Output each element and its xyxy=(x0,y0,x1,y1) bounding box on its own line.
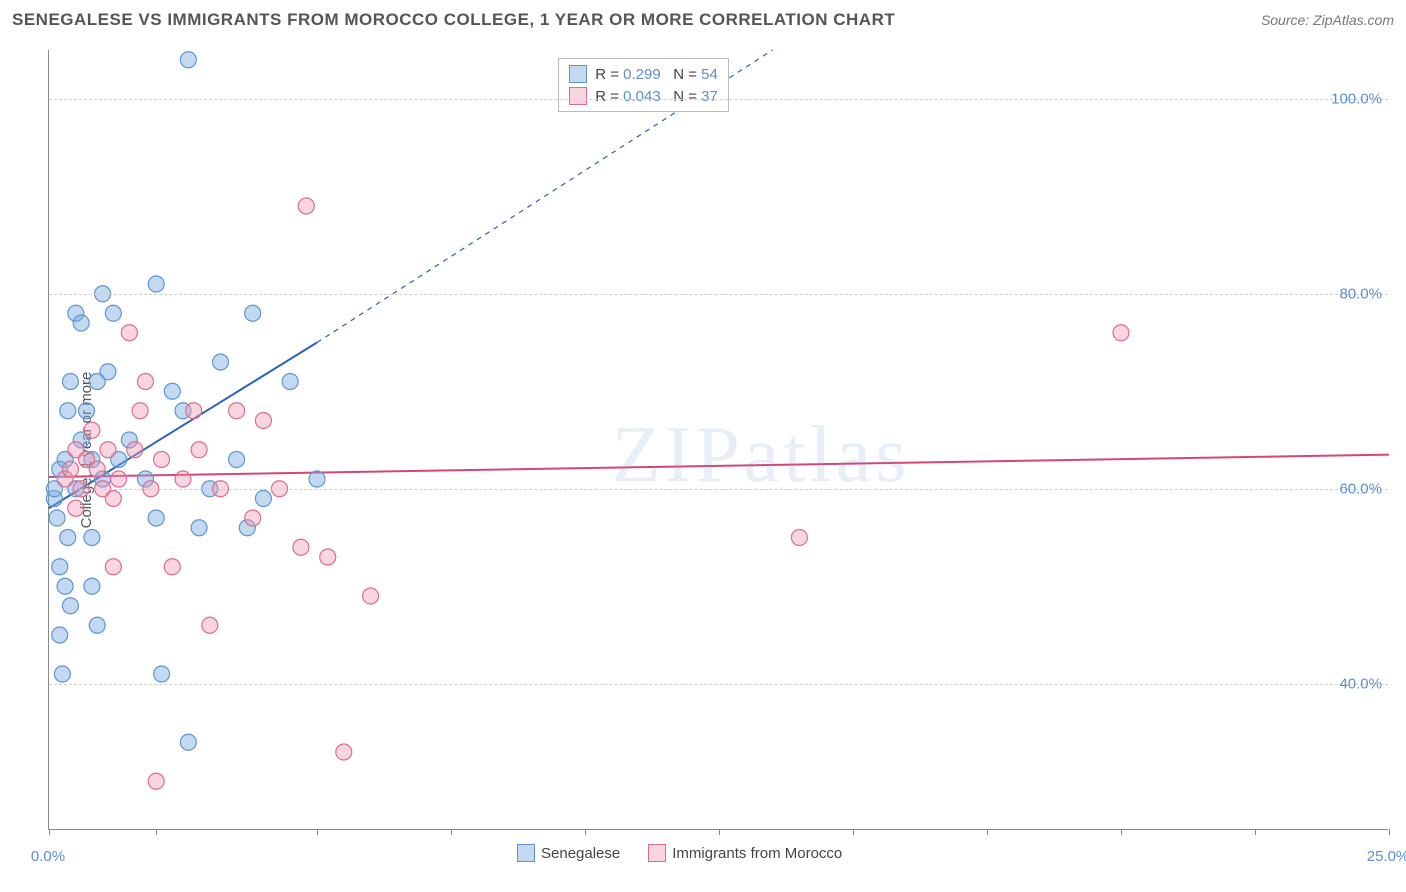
trend-line-morocco xyxy=(49,455,1389,477)
x-tick-label: 0.0% xyxy=(31,848,65,865)
point-morocco xyxy=(137,374,153,390)
point-morocco xyxy=(62,461,78,477)
point-senegalese xyxy=(52,559,68,575)
point-morocco xyxy=(132,403,148,419)
x-tick xyxy=(987,829,988,835)
x-tick xyxy=(1389,829,1390,835)
point-senegalese xyxy=(60,403,76,419)
x-tick xyxy=(156,829,157,835)
point-morocco xyxy=(202,617,218,633)
x-tick xyxy=(1255,829,1256,835)
point-senegalese xyxy=(84,530,100,546)
source-label: Source: ZipAtlas.com xyxy=(1261,12,1394,28)
point-senegalese xyxy=(213,354,229,370)
x-tick xyxy=(317,829,318,835)
point-morocco xyxy=(791,530,807,546)
point-senegalese xyxy=(57,578,73,594)
point-morocco xyxy=(105,491,121,507)
point-senegalese xyxy=(49,510,65,526)
point-senegalese xyxy=(73,315,89,331)
point-senegalese xyxy=(309,471,325,487)
point-morocco xyxy=(293,539,309,555)
stats-row: R = 0.043 N = 37 xyxy=(559,85,728,107)
point-morocco xyxy=(229,403,245,419)
point-senegalese xyxy=(62,374,78,390)
point-morocco xyxy=(84,422,100,438)
y-tick-label: 40.0% xyxy=(1339,675,1382,692)
chart-title: SENEGALESE VS IMMIGRANTS FROM MOROCCO CO… xyxy=(12,10,895,29)
gridline-h xyxy=(49,99,1388,100)
point-senegalese xyxy=(191,520,207,536)
gridline-h xyxy=(49,294,1388,295)
point-morocco xyxy=(191,442,207,458)
point-senegalese xyxy=(84,578,100,594)
stats-row: R = 0.299 N = 54 xyxy=(559,63,728,85)
point-morocco xyxy=(111,471,127,487)
point-senegalese xyxy=(54,666,70,682)
x-tick xyxy=(585,829,586,835)
point-senegalese xyxy=(255,491,271,507)
legend-label: Immigrants from Morocco xyxy=(672,845,842,862)
point-senegalese xyxy=(89,617,105,633)
point-morocco xyxy=(89,461,105,477)
point-morocco xyxy=(148,773,164,789)
point-morocco xyxy=(164,559,180,575)
point-senegalese xyxy=(180,52,196,68)
legend-swatch xyxy=(517,844,535,862)
x-tick xyxy=(451,829,452,835)
point-morocco xyxy=(121,325,137,341)
point-senegalese xyxy=(282,374,298,390)
legend-label: Senegalese xyxy=(541,845,620,862)
point-senegalese xyxy=(60,530,76,546)
stats-text: R = 0.299 N = 54 xyxy=(595,66,718,83)
legend-swatch xyxy=(569,65,587,83)
point-senegalese xyxy=(79,403,95,419)
legend-swatch xyxy=(569,87,587,105)
x-tick xyxy=(719,829,720,835)
stats-text: R = 0.043 N = 37 xyxy=(595,88,718,105)
point-senegalese xyxy=(148,276,164,292)
x-tick xyxy=(853,829,854,835)
point-morocco xyxy=(68,500,84,516)
point-morocco xyxy=(1113,325,1129,341)
point-senegalese xyxy=(148,510,164,526)
point-senegalese xyxy=(164,383,180,399)
legend-item: Senegalese xyxy=(517,844,620,862)
point-morocco xyxy=(298,198,314,214)
gridline-h xyxy=(49,489,1388,490)
plot-region: ZIPatlas R = 0.299 N = 54R = 0.043 N = 3… xyxy=(48,50,1388,830)
legend-item: Immigrants from Morocco xyxy=(648,844,842,862)
point-morocco xyxy=(186,403,202,419)
stats-legend-box: R = 0.299 N = 54 R = 0.043 N = 37 xyxy=(558,58,729,112)
point-senegalese xyxy=(105,305,121,321)
point-morocco xyxy=(100,442,116,458)
point-senegalese xyxy=(180,734,196,750)
point-morocco xyxy=(336,744,352,760)
point-senegalese xyxy=(154,666,170,682)
point-senegalese xyxy=(62,598,78,614)
y-tick-label: 80.0% xyxy=(1339,285,1382,302)
point-morocco xyxy=(363,588,379,604)
bottom-legend: Senegalese Immigrants from Morocco xyxy=(517,844,842,862)
point-morocco xyxy=(320,549,336,565)
point-senegalese xyxy=(245,305,261,321)
point-morocco xyxy=(154,452,170,468)
y-tick-label: 100.0% xyxy=(1331,90,1382,107)
point-morocco xyxy=(105,559,121,575)
gridline-h xyxy=(49,684,1388,685)
x-tick xyxy=(49,829,50,835)
point-morocco xyxy=(255,413,271,429)
point-senegalese xyxy=(52,627,68,643)
legend-swatch xyxy=(648,844,666,862)
point-morocco xyxy=(245,510,261,526)
point-morocco xyxy=(127,442,143,458)
point-senegalese xyxy=(100,364,116,380)
x-tick-label: 25.0% xyxy=(1367,848,1406,865)
point-senegalese xyxy=(229,452,245,468)
point-morocco xyxy=(175,471,191,487)
y-tick-label: 60.0% xyxy=(1339,480,1382,497)
plot-svg xyxy=(49,50,1388,829)
x-tick xyxy=(1121,829,1122,835)
chart-area: College, 1 year or more ZIPatlas R = 0.2… xyxy=(0,40,1406,860)
